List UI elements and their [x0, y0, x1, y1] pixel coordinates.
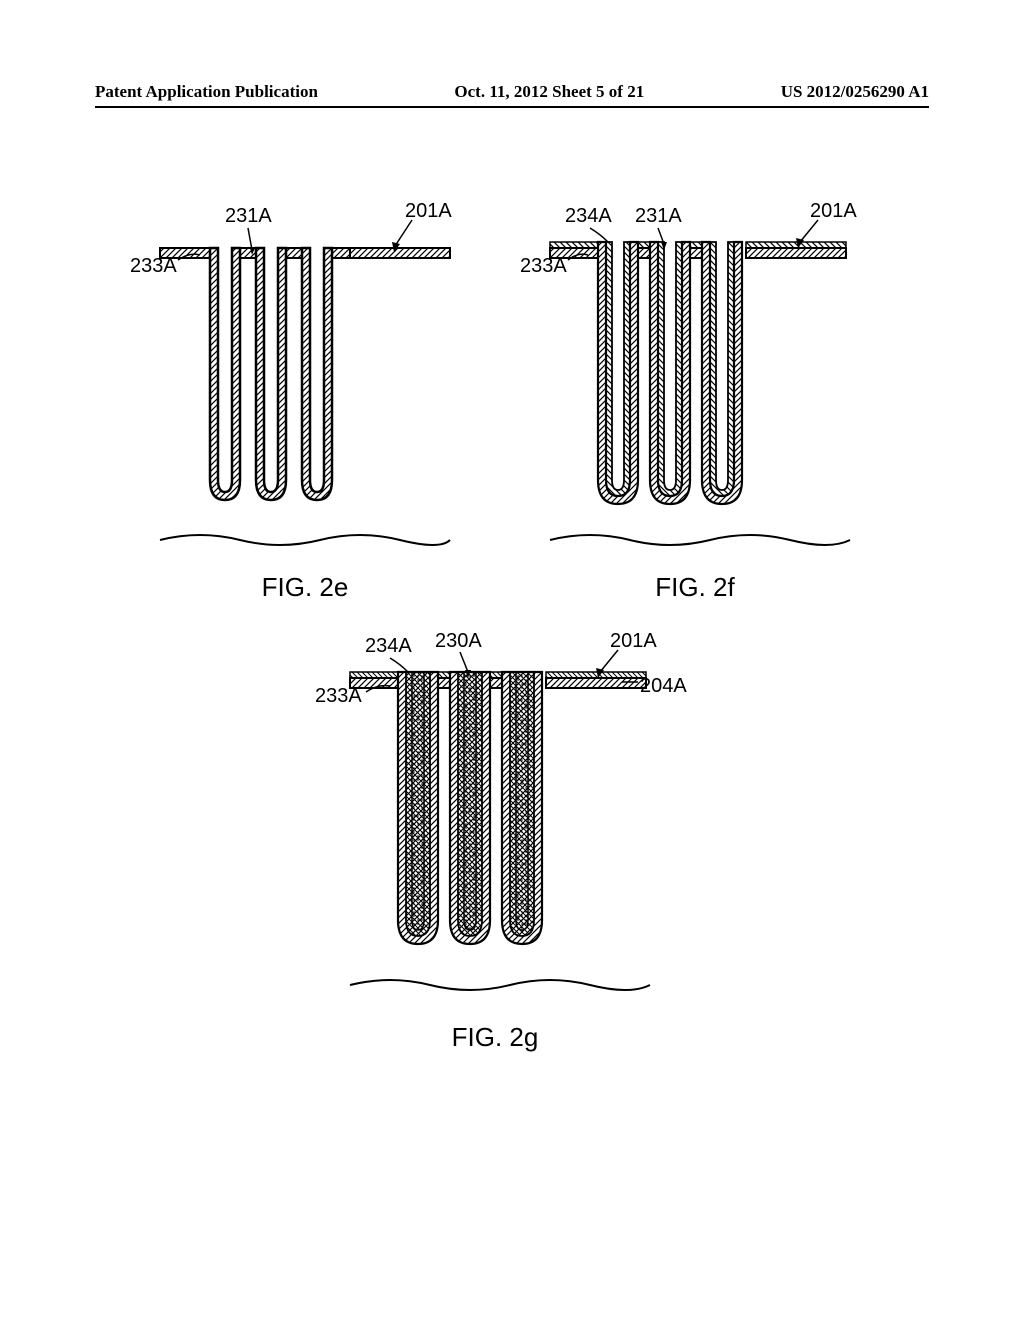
caption-2e: FIG. 2e: [140, 572, 470, 603]
figure-2g: 234A 230A 201A 233A 204A: [320, 630, 670, 1053]
header-right: US 2012/0256290 A1: [781, 82, 929, 102]
header-left: Patent Application Publication: [95, 82, 318, 102]
figure-2f: 234A 231A 201A 233A: [530, 200, 860, 603]
caption-2f: FIG. 2f: [530, 572, 860, 603]
label-204A: 204A: [640, 675, 687, 698]
label-233A: 233A: [315, 685, 362, 708]
label-231A: 231A: [225, 205, 272, 228]
fig-2f-drawing: [530, 200, 860, 560]
patent-header: Patent Application Publication Oct. 11, …: [95, 82, 929, 108]
fig-2g-drawing: [320, 630, 690, 1010]
label-201A: 201A: [405, 200, 452, 223]
fig-2e-drawing: [140, 200, 470, 560]
label-233A: 233A: [130, 255, 177, 278]
label-234A: 234A: [565, 205, 612, 228]
label-233A: 233A: [520, 255, 567, 278]
label-201A: 201A: [810, 200, 857, 223]
header-center: Oct. 11, 2012 Sheet 5 of 21: [454, 82, 644, 102]
label-201A: 201A: [610, 630, 657, 653]
caption-2g: FIG. 2g: [320, 1022, 670, 1053]
figure-2e: 231A 201A 233A: [140, 200, 470, 603]
label-230A: 230A: [435, 630, 482, 653]
label-234A: 234A: [365, 635, 412, 658]
label-231A: 231A: [635, 205, 682, 228]
